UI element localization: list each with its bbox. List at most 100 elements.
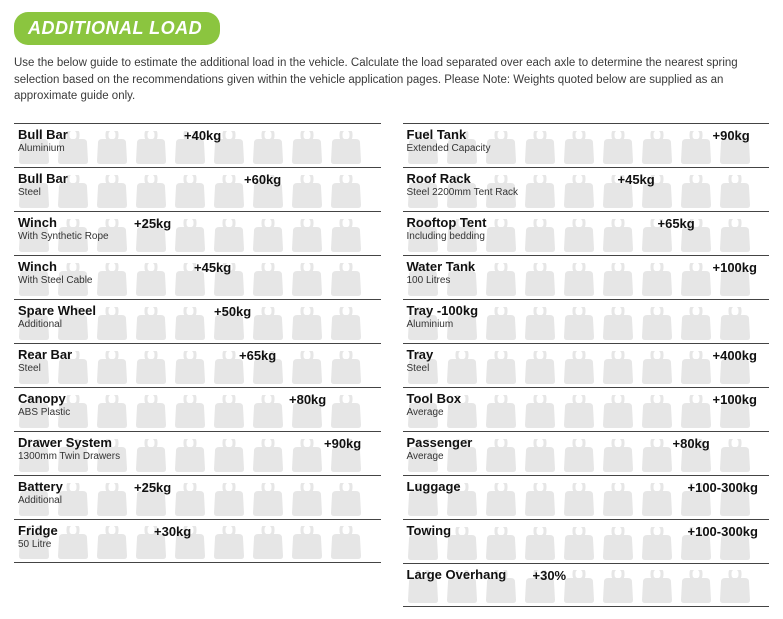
- row-title: Tray -100kg: [407, 304, 479, 318]
- row-title: Bull Bar: [18, 128, 68, 142]
- weight-icon: [289, 219, 325, 253]
- weight-icon: [639, 527, 675, 561]
- load-row: Rear BarSteel +65kg: [14, 343, 381, 387]
- row-value: +65kg: [658, 216, 695, 231]
- load-row: Water Tank100 Litres+100kg: [403, 255, 770, 299]
- row-title: Fuel Tank: [407, 128, 491, 142]
- weight-icon: [639, 570, 675, 604]
- row-subtitle: 1300mm Twin Drawers: [18, 451, 120, 462]
- weight-icon: [328, 307, 364, 341]
- weight-icon: [250, 439, 286, 473]
- weight-icon: [211, 395, 247, 429]
- weight-icon: [133, 395, 169, 429]
- load-row: Tool BoxAverage+100kg: [403, 387, 770, 431]
- weight-icon: [133, 263, 169, 297]
- row-subtitle: Average: [407, 451, 473, 462]
- weight-icon: [250, 526, 286, 560]
- weight-icon: [483, 351, 519, 385]
- weight-icon: [328, 219, 364, 253]
- weight-icon: [289, 263, 325, 297]
- row-label: Tray -100kgAluminium: [407, 304, 479, 330]
- weight-icon: [94, 483, 130, 517]
- weight-icon: [561, 263, 597, 297]
- row-subtitle: Aluminium: [18, 143, 68, 154]
- weight-icon: [639, 131, 675, 165]
- weight-icon: [522, 395, 558, 429]
- weight-icon: [483, 263, 519, 297]
- weight-icon: [561, 175, 597, 209]
- load-row: Large Overhang+30%: [403, 563, 770, 607]
- row-title: Rooftop Tent: [407, 216, 487, 230]
- row-title: Bull Bar: [18, 172, 68, 186]
- row-title: Roof Rack: [407, 172, 519, 186]
- row-label: WinchWith Synthetic Rope: [18, 216, 109, 242]
- row-value: +45kg: [618, 172, 655, 187]
- load-row: Roof RackSteel 2200mm Tent Rack+45kg: [403, 167, 770, 211]
- row-value: +40kg: [184, 128, 221, 143]
- weight-icon: [717, 439, 753, 473]
- row-subtitle: Average: [407, 407, 462, 418]
- row-label: Tool BoxAverage: [407, 392, 462, 418]
- weight-icon: [483, 483, 519, 517]
- row-title: Rear Bar: [18, 348, 72, 362]
- row-title: Battery: [18, 480, 63, 494]
- weight-icon: [639, 351, 675, 385]
- row-title: Tray: [407, 348, 434, 362]
- weight-icon: [211, 175, 247, 209]
- row-title: Luggage: [407, 480, 461, 494]
- weight-icon: [678, 131, 714, 165]
- weight-icon: [289, 175, 325, 209]
- weight-icon: [600, 263, 636, 297]
- row-subtitle: With Steel Cable: [18, 275, 92, 286]
- weight-icon: [483, 395, 519, 429]
- weight-icon: [561, 483, 597, 517]
- weight-icon: [328, 131, 364, 165]
- load-row: WinchWith Steel Cable+45kg: [14, 255, 381, 299]
- row-subtitle: Aluminium: [407, 319, 479, 330]
- row-title: Fridge: [18, 524, 58, 538]
- weight-icon: [522, 527, 558, 561]
- weight-icon: [639, 395, 675, 429]
- weight-icon: [94, 307, 130, 341]
- load-row: PassengerAverage+80kg: [403, 431, 770, 475]
- row-label: Bull BarSteel: [18, 172, 68, 198]
- weight-icon: [250, 219, 286, 253]
- load-row: Bull BarAluminium +40kg: [14, 123, 381, 167]
- row-label: Rear BarSteel: [18, 348, 72, 374]
- weight-icon: [561, 307, 597, 341]
- load-row: Bull BarSteel+60kg: [14, 167, 381, 211]
- weight-icon: [600, 570, 636, 604]
- weight-icon: [289, 131, 325, 165]
- load-row: Rooftop TentIncluding bedding+65kg: [403, 211, 770, 255]
- row-subtitle: 100 Litres: [407, 275, 476, 286]
- weight-icon: [211, 439, 247, 473]
- weight-icon: [94, 263, 130, 297]
- row-title: Winch: [18, 260, 92, 274]
- load-row: Fridge50 Litre+30kg: [14, 519, 381, 563]
- weight-icon: [600, 395, 636, 429]
- section-badge: ADDITIONAL LOAD: [14, 12, 220, 45]
- weight-icon: [172, 395, 208, 429]
- weight-icon: [600, 351, 636, 385]
- load-row: Luggage+100-300kg: [403, 475, 770, 519]
- row-value: +400kg: [713, 348, 757, 363]
- weight-icon: [483, 307, 519, 341]
- row-title: Towing: [407, 524, 452, 538]
- weight-icon: [717, 307, 753, 341]
- weight-icons-bg: [14, 476, 381, 519]
- weight-icon: [678, 395, 714, 429]
- row-value: +25kg: [134, 480, 171, 495]
- row-label: TraySteel: [407, 348, 434, 374]
- load-row: Drawer System1300mm Twin Drawers+90kg: [14, 431, 381, 475]
- row-title: Passenger: [407, 436, 473, 450]
- weight-icon: [483, 219, 519, 253]
- weight-icon: [600, 219, 636, 253]
- weight-icon: [522, 439, 558, 473]
- load-row: CanopyABS Plastic+80kg: [14, 387, 381, 431]
- row-value: +50kg: [214, 304, 251, 319]
- row-value: +65kg: [239, 348, 276, 363]
- weight-icon: [94, 351, 130, 385]
- row-subtitle: With Synthetic Rope: [18, 231, 109, 242]
- row-title: Drawer System: [18, 436, 120, 450]
- weight-icon: [561, 219, 597, 253]
